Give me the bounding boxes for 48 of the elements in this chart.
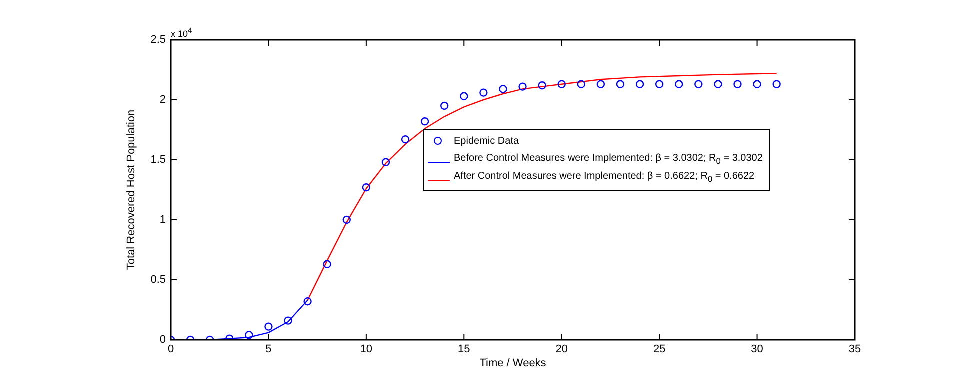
point xyxy=(558,80,566,88)
x-axis-title: Time / Weeks xyxy=(480,357,547,370)
y-tick-label: 2.5 xyxy=(150,34,166,46)
point xyxy=(538,82,546,90)
point xyxy=(245,331,254,340)
y-tick-label: 1.5 xyxy=(150,154,166,166)
point xyxy=(753,80,762,88)
point xyxy=(499,85,508,94)
point xyxy=(772,80,781,88)
y-tick-label: 1 xyxy=(160,214,166,226)
x-tick-label: 10 xyxy=(360,344,373,356)
x-tick-label: 15 xyxy=(458,344,470,356)
legend-label: Before Control Measures were Implemented: β = 3.0302; R$_{0}$ = 3.0302 xyxy=(454,152,763,166)
x-tick-label: 25 xyxy=(653,344,666,356)
point xyxy=(518,82,527,91)
point xyxy=(694,80,703,88)
point xyxy=(342,216,351,224)
y-axis-title: Total Recovered Host Population xyxy=(126,110,138,270)
point xyxy=(596,80,606,88)
point xyxy=(323,260,332,268)
point xyxy=(675,80,684,88)
y-tick-label: 0.5 xyxy=(150,274,166,286)
point xyxy=(636,80,644,88)
point xyxy=(577,80,586,88)
point xyxy=(284,316,292,325)
point xyxy=(440,102,449,110)
x-tick-label: 0 xyxy=(168,344,174,356)
y-tick-label: 2 xyxy=(160,94,166,106)
legend-label: After Control Measures were Implemented: β = 0.6622; R$_{0}$ = 0.6622 xyxy=(454,170,755,184)
x-tick-label: 35 xyxy=(848,344,862,356)
x-tick-label: 30 xyxy=(751,344,764,356)
point xyxy=(714,80,722,88)
x-tick-label: 5 xyxy=(266,344,272,356)
point xyxy=(382,158,390,166)
y-tick-label: 0 xyxy=(160,334,166,346)
text: x 10$^{4}$ xyxy=(171,26,192,39)
point xyxy=(655,80,664,88)
point xyxy=(264,322,273,331)
point xyxy=(616,80,625,88)
point xyxy=(734,80,742,88)
point xyxy=(460,92,468,100)
point xyxy=(480,88,488,97)
point xyxy=(362,184,371,192)
point xyxy=(304,298,312,306)
legend-label: Epidemic Data xyxy=(454,136,520,146)
point xyxy=(401,136,410,144)
point xyxy=(420,118,430,126)
x-tick-label: 20 xyxy=(556,344,568,356)
